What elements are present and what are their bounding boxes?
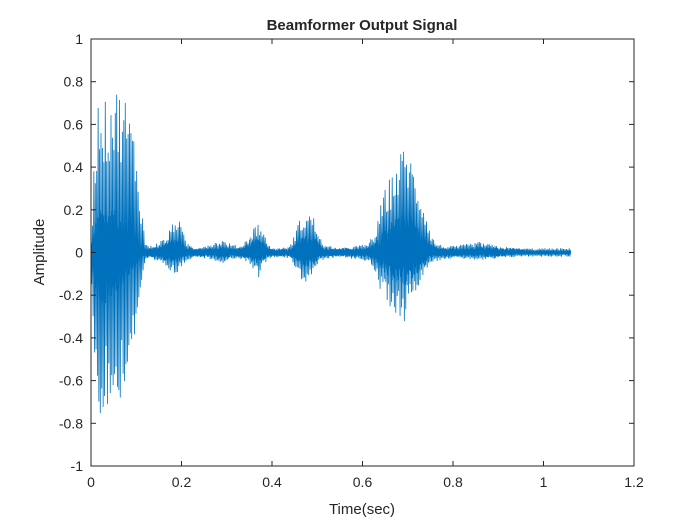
x-tick-label: 0 [87,474,95,490]
x-tick-label: 0.4 [262,474,282,490]
chart-title: Beamformer Output Signal [267,17,458,34]
y-tick-label: 0.2 [64,202,84,218]
y-axis-label: Amplitude [31,219,48,286]
y-tick-label: 0 [75,245,83,261]
x-tick-label: 0.8 [443,474,463,490]
signal-peak-trace [90,94,572,414]
signal-series [90,94,572,414]
y-tick-label: -0.6 [59,373,83,389]
axis-ticks: 0 0.2 0.4 0.6 0.8 1 1.2 1 0.8 0.6 0.4 0.2 0 -0.2 -0.4 -… [59,31,644,490]
y-tick-label: -0.2 [59,287,83,303]
x-tick-label: 0.2 [172,474,192,490]
y-tick-label: 0.8 [64,74,84,90]
y-tick-label: 0.6 [64,116,84,132]
y-tick-label: -0.4 [59,330,83,346]
y-tick-label: -0.8 [59,415,83,431]
y-tick-label: 0.4 [64,159,84,175]
x-tick-label: 1.2 [624,474,644,490]
x-axis-label: Time(sec) [329,501,395,518]
x-tick-label: 1 [540,474,548,490]
y-tick-label: -1 [71,458,84,474]
y-tick-label: 1 [75,31,83,47]
x-tick-label: 0.6 [353,474,373,490]
